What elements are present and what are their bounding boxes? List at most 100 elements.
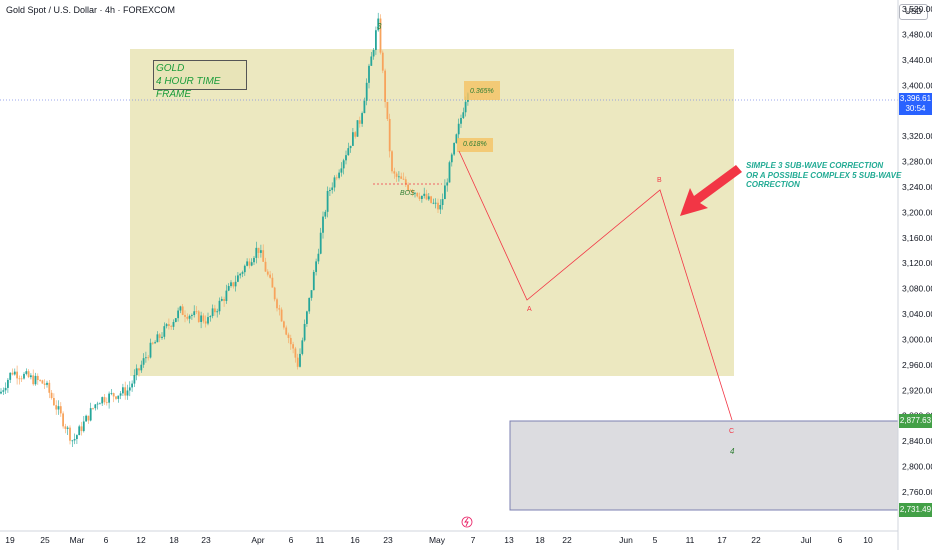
candle-body — [384, 70, 386, 102]
candle-body — [57, 406, 60, 410]
candle-body — [388, 118, 391, 152]
bos-label: BOS — [400, 190, 415, 197]
candle-body — [354, 132, 357, 137]
fib-0365-box — [464, 81, 500, 100]
candle-body — [421, 195, 423, 199]
lightning-icon — [461, 516, 473, 528]
candle-body — [434, 202, 437, 204]
candle-body — [266, 271, 269, 275]
candle-body — [278, 308, 281, 310]
correction-note: SIMPLE 3 SUB-WAVE CORRECTION OR A POSSIB… — [746, 161, 901, 190]
candle-body — [391, 151, 393, 172]
candle-body — [239, 273, 242, 276]
candle-body — [9, 372, 12, 380]
candle-body — [363, 100, 366, 114]
candle-body — [414, 192, 416, 194]
y-tick-label: 3,400.00 — [902, 80, 932, 90]
x-tick-label: 18 — [535, 535, 545, 545]
candle-body — [174, 318, 177, 322]
candle-body — [82, 421, 85, 432]
candle-body — [147, 357, 150, 359]
x-tick-label: 19 — [5, 535, 15, 545]
x-tick-label: 25 — [40, 535, 50, 545]
y-tick-label: 3,480.00 — [902, 29, 932, 39]
candle-body — [25, 371, 28, 374]
candle-body — [462, 112, 465, 119]
candle-body — [352, 132, 354, 146]
x-tick-label: 23 — [383, 535, 393, 545]
candle-body — [211, 308, 214, 317]
candle-body — [280, 309, 283, 322]
candle-body — [457, 123, 460, 135]
candle-body — [131, 383, 133, 388]
candle-body — [181, 306, 184, 315]
candle-body — [264, 261, 267, 272]
timeframe-label-box: GOLD 4 HOUR TIME FRAME — [153, 60, 247, 100]
wave-b-label: B — [657, 177, 662, 184]
candle-body — [117, 395, 120, 399]
candle-body — [11, 372, 14, 375]
candle-body — [248, 261, 251, 266]
candle-body — [69, 427, 71, 441]
candle-body — [13, 371, 16, 375]
candle-body — [204, 321, 207, 324]
box-line-1: GOLD — [156, 63, 185, 74]
candle-body — [441, 199, 444, 206]
candle-body — [398, 176, 400, 178]
candle-body — [317, 253, 320, 262]
candle-body — [402, 178, 405, 180]
candle-body — [16, 371, 18, 379]
candle-body — [437, 202, 439, 210]
y-tick-label: 3,240.00 — [902, 182, 932, 192]
candle-body — [340, 168, 343, 173]
candle-body — [220, 298, 223, 301]
candle-body — [53, 398, 55, 406]
candle-body — [4, 387, 7, 391]
x-tick-label: 12 — [136, 535, 146, 545]
candle-body — [409, 189, 412, 191]
candle-body — [464, 101, 467, 113]
candle-body — [250, 262, 253, 266]
x-tick-label: 5 — [653, 535, 658, 545]
candle-body — [158, 334, 161, 338]
fib-0365-label: 0.365% — [470, 88, 494, 95]
candle-body — [96, 403, 99, 405]
candle-body — [94, 404, 97, 409]
candle-body — [400, 176, 403, 179]
fib-0618-label: 0.618% — [463, 141, 487, 148]
candle-body — [381, 52, 384, 71]
candle-body — [36, 375, 39, 381]
candle-body — [448, 162, 451, 183]
y-tick-label: 3,120.00 — [902, 258, 932, 268]
candle-body — [156, 334, 159, 343]
candle-body — [439, 205, 442, 210]
candle-body — [126, 390, 129, 396]
candle-body — [342, 160, 345, 169]
candle-body — [20, 378, 23, 380]
candle-body — [315, 261, 317, 272]
y-tick-label: 2,760.00 — [902, 487, 932, 497]
candle-body — [225, 290, 228, 301]
candle-body — [85, 415, 87, 422]
wave-c-label: C — [729, 428, 735, 435]
candle-body — [393, 171, 396, 174]
candle-body — [34, 375, 37, 385]
candle-body — [103, 397, 106, 403]
currency-button[interactable]: USD — [899, 4, 928, 20]
candle-body — [432, 202, 435, 204]
candle-body — [283, 321, 285, 328]
candle-body — [62, 413, 64, 427]
candle-body — [105, 402, 108, 404]
candle-body — [411, 190, 414, 194]
candle-body — [76, 435, 78, 440]
candle-body — [163, 326, 166, 337]
y-tick-label: 3,280.00 — [902, 157, 932, 167]
candle-body — [303, 323, 306, 341]
candle-body — [427, 196, 430, 200]
y-tick-label: 3,160.00 — [902, 233, 932, 243]
note-line-1: SIMPLE 3 SUB-WAVE CORRECTION — [746, 161, 884, 170]
candle-body — [179, 306, 182, 311]
candle-body — [430, 196, 432, 203]
x-tick-label: 16 — [350, 535, 360, 545]
